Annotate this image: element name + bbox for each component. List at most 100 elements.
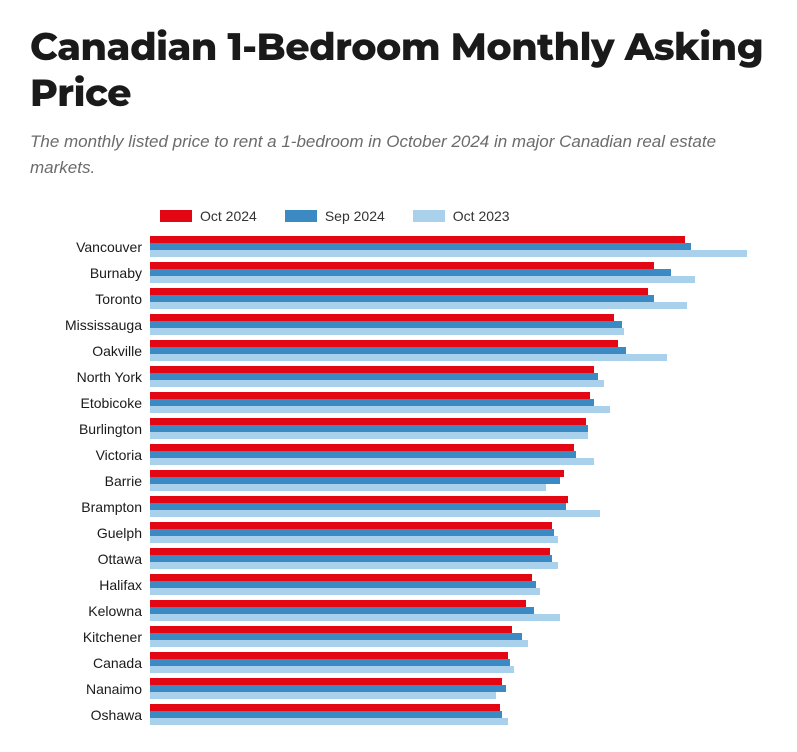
bar [150, 574, 532, 581]
chart-row: Etobicoke [30, 390, 767, 416]
chart-row: North York [30, 364, 767, 390]
category-label: Barrie [30, 473, 150, 489]
legend-label: Oct 2024 [200, 208, 257, 224]
bar [150, 354, 667, 361]
bar [150, 633, 522, 640]
chart-row: Burnaby [30, 260, 767, 286]
bar [150, 718, 508, 725]
bar [150, 607, 534, 614]
bar [150, 321, 622, 328]
bars-cell [150, 599, 767, 623]
bar [150, 614, 560, 621]
bar [150, 269, 671, 276]
bar [150, 496, 568, 503]
category-label: Canada [30, 655, 150, 671]
legend-swatch [413, 210, 445, 222]
bar [150, 555, 552, 562]
bar [150, 347, 626, 354]
bar [150, 529, 554, 536]
bar [150, 652, 508, 659]
bar [150, 373, 598, 380]
bar [150, 692, 496, 699]
bar [150, 314, 614, 321]
legend-item: Sep 2024 [285, 208, 385, 224]
bar [150, 425, 588, 432]
page-title: Canadian 1-Bedroom Monthly Asking Price [30, 24, 767, 115]
legend-item: Oct 2023 [413, 208, 510, 224]
bar [150, 510, 600, 517]
category-label: North York [30, 369, 150, 385]
bar [150, 581, 536, 588]
category-label: Etobicoke [30, 395, 150, 411]
bar [150, 444, 574, 451]
bars-cell [150, 651, 767, 675]
bars-cell [150, 573, 767, 597]
category-label: Oshawa [30, 707, 150, 723]
bar [150, 451, 576, 458]
bar [150, 302, 687, 309]
chart-row: Barrie [30, 468, 767, 494]
bar [150, 626, 512, 633]
bars-cell [150, 391, 767, 415]
category-label: Burnaby [30, 265, 150, 281]
bar [150, 659, 510, 666]
bar [150, 250, 747, 257]
bar [150, 432, 588, 439]
category-label: Nanaimo [30, 681, 150, 697]
bar [150, 522, 552, 529]
bar [150, 276, 695, 283]
bar [150, 418, 586, 425]
bars-cell [150, 261, 767, 285]
bars-cell [150, 703, 767, 727]
bar [150, 295, 654, 302]
bar [150, 503, 566, 510]
bar [150, 328, 624, 335]
bar [150, 640, 528, 647]
bar [150, 366, 594, 373]
bars-cell [150, 677, 767, 701]
bar [150, 236, 685, 243]
bars-cell [150, 521, 767, 545]
bars-cell [150, 287, 767, 311]
chart-row: Brampton [30, 494, 767, 520]
chart-row: Kelowna [30, 598, 767, 624]
chart-row: Kitchener [30, 624, 767, 650]
chart-row: Victoria [30, 442, 767, 468]
bar [150, 704, 500, 711]
bar [150, 711, 502, 718]
category-label: Mississauga [30, 317, 150, 333]
bar [150, 406, 610, 413]
chart-row: Ottawa [30, 546, 767, 572]
bars-cell [150, 417, 767, 441]
bar [150, 548, 550, 555]
bar [150, 399, 594, 406]
chart-row: Oshawa [30, 702, 767, 728]
bars-cell [150, 547, 767, 571]
chart-row: Guelph [30, 520, 767, 546]
category-label: Toronto [30, 291, 150, 307]
bar [150, 470, 564, 477]
bars-cell [150, 495, 767, 519]
bar [150, 458, 594, 465]
category-label: Oakville [30, 343, 150, 359]
chart-row: Burlington [30, 416, 767, 442]
bars-cell [150, 313, 767, 337]
category-label: Vancouver [30, 239, 150, 255]
bars-cell [150, 469, 767, 493]
bar [150, 562, 558, 569]
bars-cell [150, 443, 767, 467]
category-label: Victoria [30, 447, 150, 463]
legend-swatch [285, 210, 317, 222]
legend-label: Sep 2024 [325, 208, 385, 224]
chart-row: Vancouver [30, 234, 767, 260]
legend-item: Oct 2024 [160, 208, 257, 224]
bars-cell [150, 365, 767, 389]
bars-cell [150, 625, 767, 649]
legend-label: Oct 2023 [453, 208, 510, 224]
chart-row: Canada [30, 650, 767, 676]
bar [150, 678, 502, 685]
bar [150, 536, 558, 543]
bar [150, 588, 540, 595]
bar [150, 477, 560, 484]
chart-legend: Oct 2024 Sep 2024 Oct 2023 [160, 208, 767, 224]
